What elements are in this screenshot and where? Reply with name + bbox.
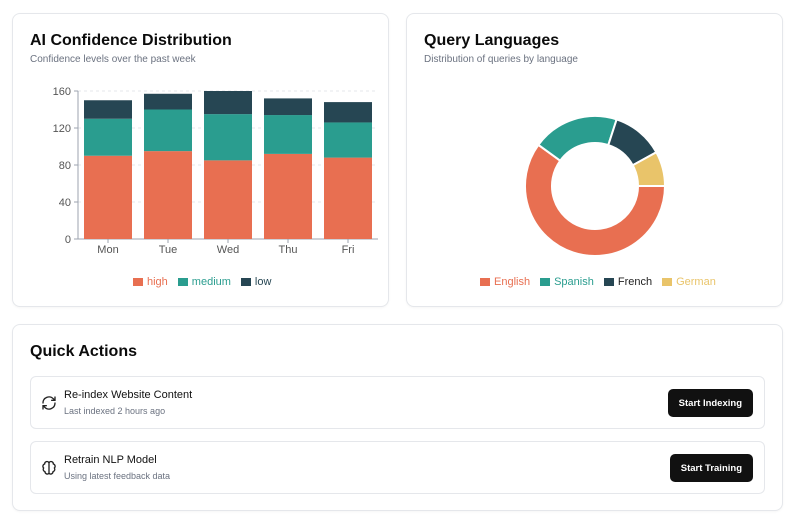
confidence-legend: high medium low <box>133 276 271 288</box>
reindex-action-title: Re-index Website Content <box>64 389 193 401</box>
refresh-icon <box>41 395 57 411</box>
bar-high-thu <box>264 153 312 239</box>
slice-english <box>524 143 667 257</box>
y-tick-label: 0 <box>65 234 71 246</box>
legend-swatch <box>240 278 251 286</box>
bar-low-thu <box>264 98 312 116</box>
legend-item-english: English <box>480 276 530 288</box>
start-indexing-button[interactable]: Start Indexing <box>667 389 753 417</box>
reindex-action-subtitle: Last indexed 2 hours ago <box>64 406 166 416</box>
legend-swatch <box>480 278 490 286</box>
legend-label: English <box>494 276 531 288</box>
bar-low-fri <box>324 102 372 123</box>
bar-medium-wed <box>204 114 252 161</box>
quick-actions-title: Quick Actions <box>30 343 137 360</box>
retrain-action-row: Retrain NLP Model Using latest feedback … <box>30 441 765 494</box>
legend-item-french: French <box>603 276 653 288</box>
legend-label: French <box>617 276 653 288</box>
legend-swatch <box>662 278 673 286</box>
y-tick-label: 120 <box>53 123 71 135</box>
bar-medium-thu <box>264 115 312 154</box>
legend-item-high: high <box>133 276 168 288</box>
legend-item-german: German <box>662 276 716 288</box>
y-tick-label: 160 <box>53 86 71 98</box>
bar-high-fri <box>324 157 372 239</box>
languages-card: Query Languages Distribution of queries … <box>406 13 783 307</box>
legend-label: Spanish <box>554 276 594 288</box>
confidence-bar-chart: 0 40 80 120 160 Mon Tue Wed Thu Fri <box>53 86 378 256</box>
y-tick-label: 80 <box>59 160 71 172</box>
confidence-title: AI Confidence Distribution <box>30 32 232 49</box>
x-tick-label: Mon <box>97 244 118 256</box>
x-tick-label: Thu <box>279 244 298 256</box>
bar-high-wed <box>204 160 252 239</box>
y-tick-label: 40 <box>59 197 71 209</box>
confidence-card: AI Confidence Distribution Confidence le… <box>12 13 389 307</box>
x-tick-label: Fri <box>342 244 355 256</box>
brain-icon <box>41 460 57 476</box>
legend-item-medium: medium <box>177 276 231 288</box>
languages-subtitle: Distribution of queries by language <box>424 54 578 65</box>
legend-label: low <box>254 276 272 288</box>
slice-german <box>631 150 667 187</box>
bar-medium-fri <box>324 122 372 158</box>
languages-legend: English Spanish French German <box>480 276 716 288</box>
bar-low-tue <box>144 93 192 110</box>
bar-high-tue <box>144 151 192 239</box>
legend-item-low: low <box>240 276 272 288</box>
slice-spanish <box>536 115 618 163</box>
start-training-button[interactable]: Start Training <box>669 454 753 482</box>
languages-title: Query Languages <box>424 32 560 49</box>
confidence-subtitle: Confidence levels over the past week <box>30 54 196 65</box>
x-tick-label: Tue <box>159 244 178 256</box>
legend-swatch <box>540 278 551 286</box>
reindex-action-row: Re-index Website Content Last indexed 2 … <box>30 376 765 429</box>
bar-low-mon <box>84 100 132 119</box>
bar-high-mon <box>84 155 132 239</box>
legend-label: high <box>147 276 168 288</box>
legend-label: medium <box>191 276 231 288</box>
legend-label: German <box>676 276 716 288</box>
quick-actions-card: Quick Actions Re-index Website Content L… <box>12 324 783 511</box>
bar-medium-tue <box>144 109 192 152</box>
bar-medium-mon <box>84 118 132 156</box>
legend-item-spanish: Spanish <box>540 276 594 288</box>
retrain-action-subtitle: Using latest feedback data <box>64 471 171 481</box>
x-tick-label: Wed <box>217 244 239 256</box>
legend-swatch <box>603 278 614 286</box>
bar-low-wed <box>204 91 252 115</box>
legend-swatch <box>177 278 188 286</box>
legend-swatch <box>133 278 143 286</box>
retrain-action-title: Retrain NLP Model <box>64 454 157 466</box>
languages-donut-chart <box>524 115 667 257</box>
